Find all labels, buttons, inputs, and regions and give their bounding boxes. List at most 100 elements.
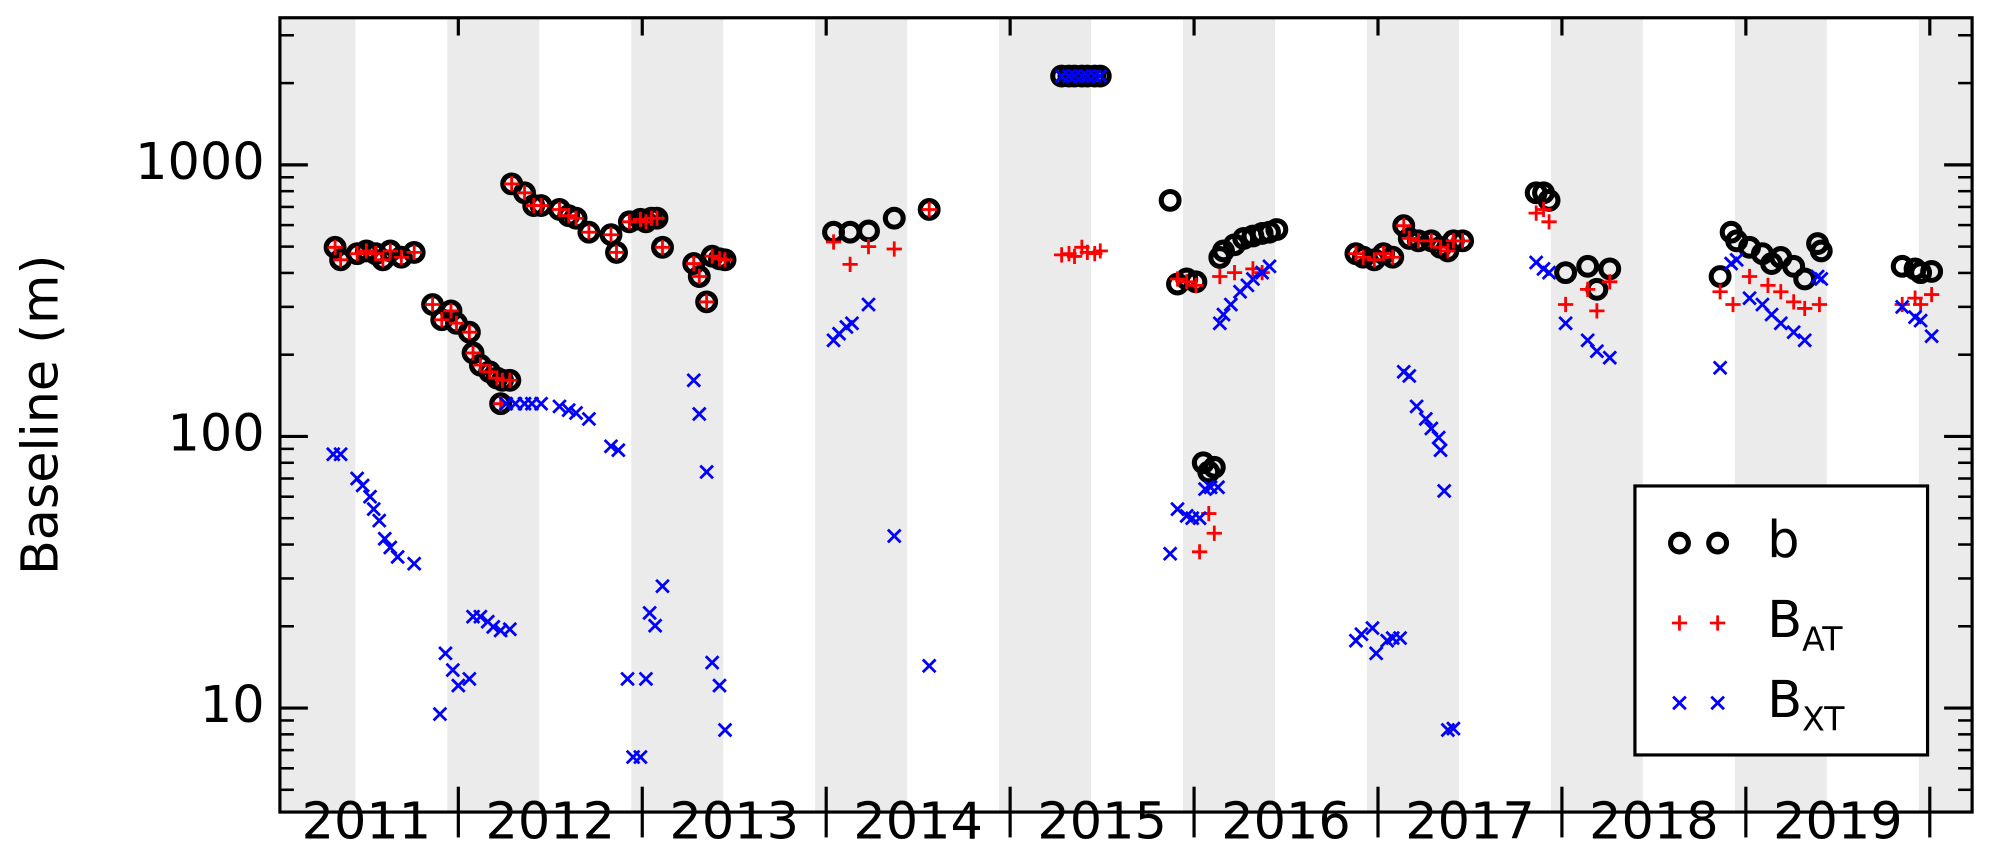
point <box>621 214 638 230</box>
point <box>1432 239 1449 255</box>
point <box>1431 430 1447 445</box>
point <box>1365 620 1380 636</box>
y-tick-label: 1000 <box>135 132 265 191</box>
legend-marker <box>1668 531 1691 555</box>
point <box>332 252 349 268</box>
point <box>1074 68 1090 84</box>
point <box>438 646 453 661</box>
legend-label: b <box>1767 510 1799 569</box>
point <box>377 531 393 547</box>
point <box>1446 721 1461 736</box>
legend-marker <box>1706 531 1730 555</box>
point <box>1088 64 1112 88</box>
legend-label: BAT <box>1767 590 1843 658</box>
point <box>362 489 378 505</box>
legend-marker <box>1710 695 1725 711</box>
x-tick-label: 2016 <box>1221 792 1351 851</box>
point <box>842 256 858 273</box>
point <box>1401 230 1417 247</box>
point <box>1554 261 1578 285</box>
point <box>1436 483 1452 499</box>
point <box>1541 214 1557 230</box>
plot-frame <box>278 16 1974 814</box>
point <box>402 240 426 264</box>
point <box>654 239 671 255</box>
point <box>825 234 842 250</box>
point <box>504 176 520 192</box>
point <box>1223 297 1239 312</box>
point <box>603 227 619 243</box>
point <box>349 246 365 262</box>
legend-label-sub: AT <box>1802 619 1843 658</box>
axes-layer: 10 100 1000 <box>135 17 1973 838</box>
point <box>1809 239 1833 263</box>
point <box>695 290 719 314</box>
point <box>564 206 588 230</box>
point <box>1742 290 1757 306</box>
point <box>921 658 937 674</box>
point <box>886 241 902 257</box>
point <box>1725 296 1741 313</box>
point <box>1202 455 1226 479</box>
point <box>691 406 707 422</box>
point <box>1528 205 1544 221</box>
point <box>1158 188 1182 212</box>
point <box>1170 501 1185 517</box>
point <box>473 609 488 624</box>
point <box>581 411 597 427</box>
point <box>844 315 860 331</box>
point <box>860 238 877 255</box>
point <box>375 252 391 268</box>
point <box>717 252 733 268</box>
point <box>448 315 465 331</box>
point <box>516 185 533 201</box>
point <box>1786 294 1802 310</box>
point <box>502 372 518 388</box>
point <box>1169 271 1186 287</box>
point <box>1087 68 1103 84</box>
point <box>1401 368 1417 384</box>
point <box>1894 296 1910 313</box>
point <box>472 357 489 373</box>
point <box>882 206 906 230</box>
point <box>603 438 619 454</box>
point <box>1355 249 1371 265</box>
point <box>1188 277 1204 293</box>
x-tick-label-bg <box>1034 814 1170 859</box>
legend-marker <box>1710 615 1726 631</box>
point <box>1418 411 1434 427</box>
point <box>1423 233 1439 249</box>
point <box>1924 286 1940 303</box>
point <box>1440 243 1456 259</box>
x-tick-label: 2012 <box>486 792 616 851</box>
point <box>1385 249 1401 265</box>
point <box>390 549 405 565</box>
point <box>502 621 518 637</box>
band-layer <box>279 17 1973 813</box>
point <box>1602 350 1618 366</box>
point <box>489 392 513 416</box>
legend-marker <box>1671 615 1688 631</box>
point <box>1351 245 1375 269</box>
point <box>1061 68 1077 84</box>
point <box>1589 303 1605 319</box>
point <box>608 244 625 261</box>
point <box>647 618 663 634</box>
point <box>687 265 711 288</box>
point <box>633 749 648 765</box>
point <box>1912 296 1929 313</box>
point <box>1580 281 1596 297</box>
legend-marker <box>1672 695 1687 711</box>
point <box>620 671 635 687</box>
x-tick-label-bg <box>666 814 802 859</box>
point <box>1712 360 1728 376</box>
shaded-band <box>999 17 1092 813</box>
x-tick-label-bg <box>850 814 986 859</box>
point <box>1265 218 1289 241</box>
point <box>382 243 398 259</box>
x-tick-label: 2018 <box>1589 792 1719 851</box>
point <box>1092 243 1108 259</box>
